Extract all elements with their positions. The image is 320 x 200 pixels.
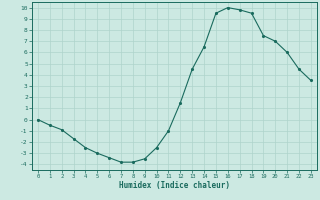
X-axis label: Humidex (Indice chaleur): Humidex (Indice chaleur) <box>119 181 230 190</box>
